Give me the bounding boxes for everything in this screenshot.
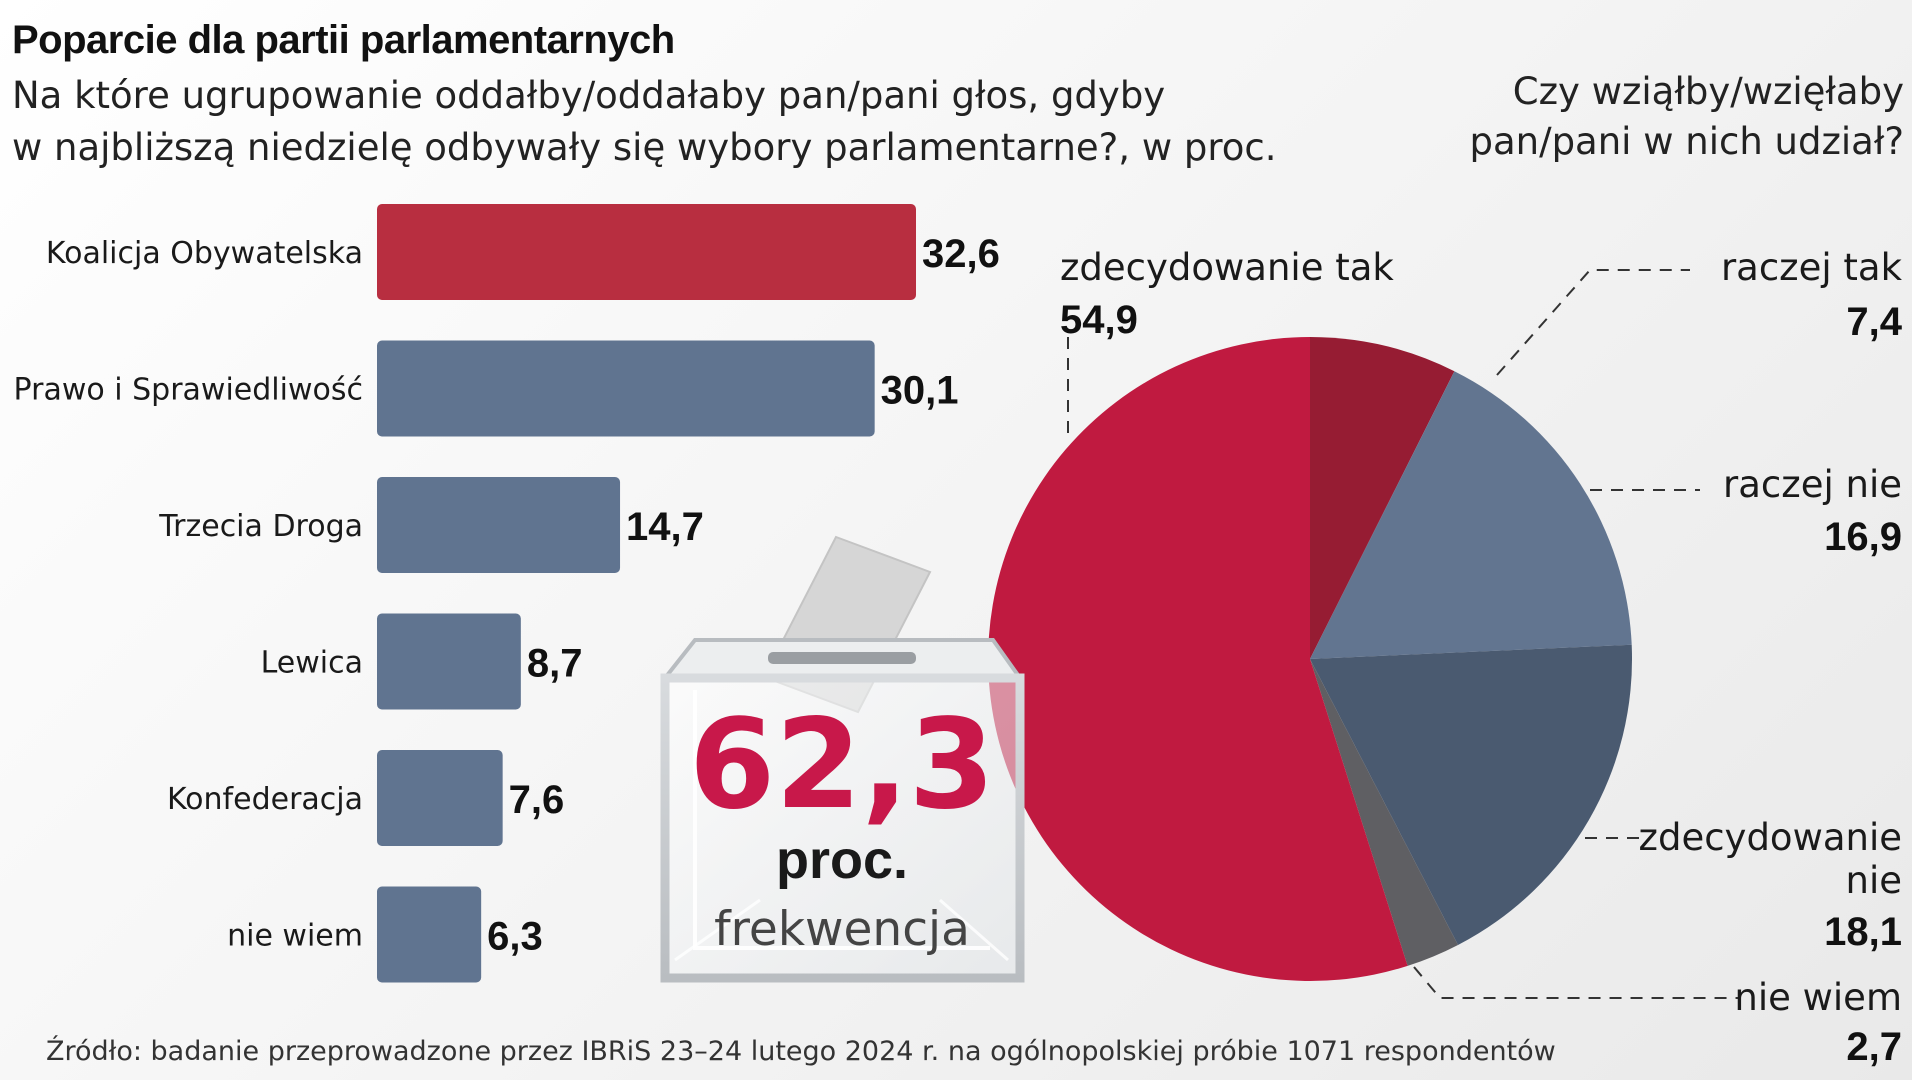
bar (377, 340, 875, 437)
pie-leader-line (1496, 269, 1690, 376)
chart-title: Poparcie dla partii parlamentarnych (12, 18, 675, 62)
bar-category-label: Koalicja Obywatelska (46, 236, 363, 271)
bar (377, 204, 916, 300)
bar-value-label: 7,6 (509, 778, 565, 822)
ballot-box-inner-edge (693, 690, 990, 950)
turnout-unit: proc. (776, 830, 908, 890)
pie-slice (988, 337, 1408, 981)
turnout-value: 62,3 (689, 693, 995, 837)
pie-question-line-2: pan/pani w nich udział? (1469, 120, 1905, 163)
pie-slice-label: raczej nie (1723, 463, 1902, 506)
pie-value-label: 54,9 (1060, 298, 1138, 342)
pie-slice (1310, 337, 1455, 659)
bar-value-label: 6,3 (487, 915, 543, 959)
bar-category-label: Konfederacja (167, 782, 363, 817)
bar (377, 613, 521, 710)
bar-category-label: Lewica (261, 646, 363, 681)
pie-slice-label: nie wiem (1734, 976, 1902, 1019)
bar-category-label: Prawo i Sprawiedliwość (14, 373, 363, 408)
pie-slice (1310, 371, 1632, 659)
pie-value-label: 16,9 (1824, 515, 1902, 559)
pie-slice-label: raczej tak (1721, 246, 1903, 289)
pie-slice (1310, 644, 1633, 945)
ballot-box-illustration: 62,3 proc. frekwencja (660, 535, 1025, 983)
pie-value-label: 7,4 (1846, 300, 1902, 344)
ballot-box-reflection (674, 898, 761, 962)
bar (377, 886, 482, 983)
bar-value-label: 8,7 (527, 642, 583, 686)
bar-value-label: 14,7 (626, 505, 704, 549)
pie-slice-label: zdecydowanie tak (1060, 246, 1394, 289)
bar-value-label: 30,1 (881, 369, 959, 413)
bar-category-label: Trzecia Droga (158, 509, 363, 544)
bar (377, 477, 621, 573)
pie-slice-label: zdecydowanie (1639, 816, 1902, 859)
chart-subtitle-line-2: w najbliższą niedzielę odbywały się wybo… (12, 126, 1277, 169)
pie-value-label: 18,1 (1824, 910, 1902, 954)
party-support-bar-chart: Koalicja Obywatelska 32,6 Prawo i Sprawied… (14, 204, 1000, 983)
chart-subtitle-line-1: Na które ugrupowanie oddałby/oddałaby pa… (12, 74, 1166, 117)
pie-slice (1310, 659, 1458, 966)
ballot-box-body (660, 673, 1025, 983)
pie-slice-label: nie (1846, 859, 1903, 902)
turnout-label: frekwencja (714, 902, 970, 957)
bar-value-label: 32,6 (922, 232, 1000, 276)
ballot-box-reflection (939, 898, 1009, 962)
pie-value-label: 2,7 (1846, 1025, 1902, 1069)
source-note: Źródło: badanie przeprowadzone przez IBR… (46, 1036, 1556, 1067)
pie-question-line-1: Czy wziąłby/wzięłaby (1512, 70, 1904, 113)
pie-leader-line (1413, 966, 1740, 999)
bar (377, 750, 503, 846)
ballot-box-slot (768, 652, 916, 664)
bar-category-label: nie wiem (227, 919, 363, 954)
